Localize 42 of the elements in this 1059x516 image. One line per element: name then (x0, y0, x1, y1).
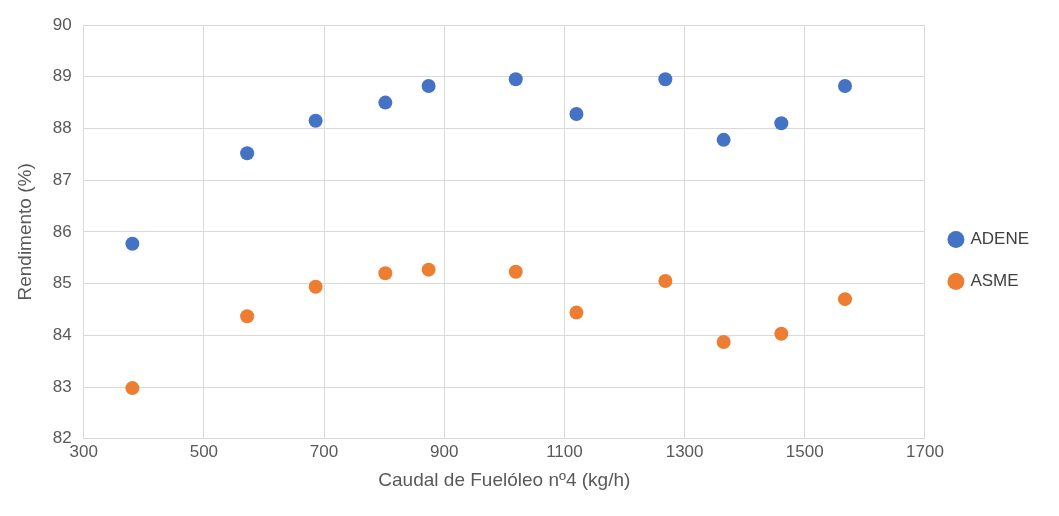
point (421, 262, 436, 277)
x-tick-label: 500 (189, 441, 219, 461)
point (125, 236, 140, 251)
point (240, 146, 255, 161)
x-axis-title: Caudal de Fuelóleo nº4 (kg/h) (378, 468, 631, 490)
point (240, 309, 255, 324)
x-tick-label: 300 (69, 441, 98, 461)
point (569, 305, 584, 320)
point (421, 79, 436, 94)
x-tick-label: 1700 (906, 441, 944, 461)
point (838, 292, 853, 307)
y-tick-label: 83 (52, 376, 72, 396)
point (658, 274, 673, 289)
point (378, 95, 393, 110)
point (569, 106, 584, 121)
point (658, 72, 673, 87)
point (774, 116, 789, 131)
point (508, 72, 523, 87)
x-tick-label: 1100 (546, 441, 583, 461)
y-tick-label: 90 (52, 14, 72, 34)
point (774, 326, 789, 341)
point (125, 381, 140, 396)
legend-label: ADENE (970, 229, 1030, 249)
point (716, 132, 731, 147)
y-tick-label: 85 (52, 273, 72, 293)
point (716, 335, 731, 350)
point (308, 113, 323, 128)
y-tick-label: 84 (52, 325, 72, 345)
y-tick-label: 88 (52, 118, 72, 138)
y-tick-label: 86 (52, 221, 72, 241)
point (308, 279, 323, 294)
y-tick-label: 87 (52, 169, 72, 189)
point (838, 79, 853, 94)
y-tick-label: 89 (52, 66, 72, 86)
y-axis-title: Rendimento (%) (13, 163, 35, 301)
legend-label: ASME (970, 271, 1019, 291)
x-tick-label: 700 (309, 441, 339, 461)
point (378, 266, 393, 281)
point (508, 264, 523, 279)
x-tick-label: 900 (430, 441, 459, 461)
x-tick-label: 1500 (785, 441, 824, 461)
x-tick-label: 1300 (665, 441, 704, 461)
